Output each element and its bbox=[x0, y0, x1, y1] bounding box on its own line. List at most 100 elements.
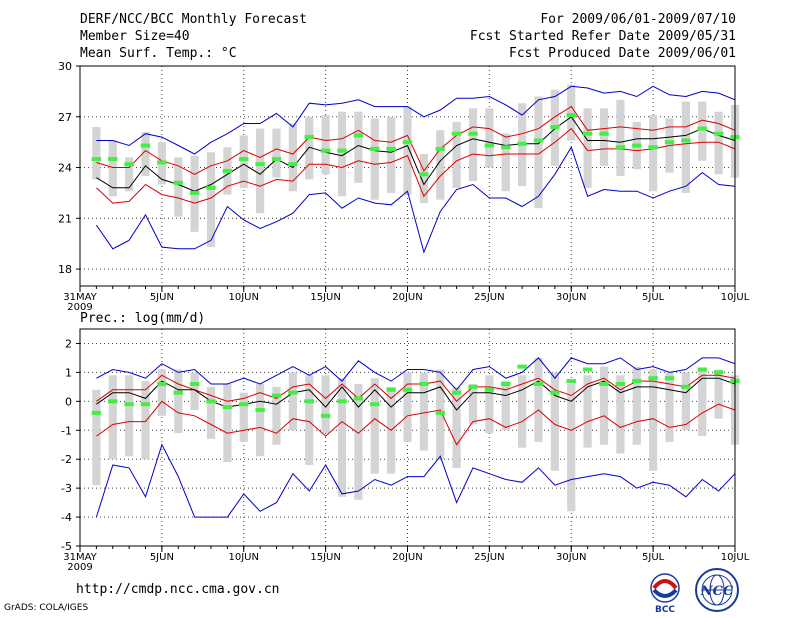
ensemble-box bbox=[141, 132, 150, 176]
median-mark bbox=[239, 157, 249, 162]
ensemble-box bbox=[190, 372, 199, 411]
ensemble-box bbox=[370, 378, 379, 474]
x-tick-label: 31MAY bbox=[63, 552, 97, 563]
median-mark bbox=[124, 162, 134, 167]
median-mark bbox=[370, 146, 380, 151]
ensemble-box bbox=[370, 118, 379, 200]
x-tick-label: 5JUL bbox=[642, 292, 665, 303]
ensemble-box bbox=[550, 372, 559, 471]
y-tick-label: -4 bbox=[61, 511, 72, 524]
median-mark bbox=[304, 399, 314, 404]
ensemble-box bbox=[518, 375, 527, 448]
y-tick-label: 0 bbox=[65, 395, 72, 408]
ensemble-box bbox=[403, 372, 412, 442]
x-tick-year: 2009 bbox=[67, 302, 92, 313]
ensemble-box bbox=[141, 381, 150, 460]
median-mark bbox=[550, 390, 560, 395]
x-tick-label: 30JUN bbox=[556, 552, 586, 563]
bcc-logo: BCC bbox=[650, 573, 680, 614]
median-mark bbox=[91, 157, 102, 162]
median-mark bbox=[320, 413, 331, 418]
ensemble-box bbox=[419, 154, 428, 204]
median-mark bbox=[697, 126, 707, 131]
median-mark bbox=[648, 376, 658, 381]
ensemble-box bbox=[468, 383, 478, 425]
median-mark bbox=[566, 113, 576, 118]
median-mark bbox=[615, 381, 626, 386]
ensemble-box bbox=[452, 386, 461, 468]
median-mark bbox=[189, 381, 200, 386]
median-mark bbox=[713, 370, 724, 375]
median-mark bbox=[157, 381, 167, 386]
ensemble-box bbox=[698, 369, 707, 437]
ensemble-box bbox=[501, 381, 510, 431]
x-tick-label: 25JUN bbox=[474, 292, 504, 303]
median-mark bbox=[108, 399, 118, 404]
median-mark bbox=[632, 379, 642, 384]
median-mark bbox=[320, 148, 331, 153]
ensemble-box bbox=[321, 375, 330, 434]
x-tick-label: 15JUN bbox=[310, 292, 340, 303]
x-tick-label: 20JUN bbox=[392, 552, 422, 563]
x-tick-label: 31MAY bbox=[63, 292, 97, 303]
median-mark bbox=[451, 390, 462, 395]
ensemble-box bbox=[681, 372, 690, 431]
median-mark bbox=[419, 381, 429, 386]
ensemble-box bbox=[649, 369, 658, 471]
ensemble-box bbox=[485, 108, 494, 168]
website-url[interactable]: http://cmdp.ncc.cma.gov.cn bbox=[76, 582, 280, 597]
ensemble-box bbox=[616, 99, 625, 176]
member-size: Member Size=40 bbox=[80, 29, 190, 44]
median-mark bbox=[697, 367, 707, 372]
ensemble-box bbox=[272, 386, 281, 445]
x-tick-label: 5JUN bbox=[150, 552, 174, 563]
max-line bbox=[96, 85, 736, 155]
median-mark bbox=[386, 387, 396, 392]
ensemble-box bbox=[714, 369, 723, 419]
x-tick-label: 10JUL bbox=[721, 292, 750, 303]
ensemble-box bbox=[174, 157, 183, 217]
y-tick-label: -2 bbox=[61, 453, 72, 466]
median-mark bbox=[451, 131, 462, 136]
median-mark bbox=[337, 399, 347, 404]
variable-label: Mean Surf. Temp.: °C bbox=[80, 46, 237, 61]
median-mark bbox=[222, 405, 233, 410]
median-mark bbox=[713, 131, 724, 136]
median-mark bbox=[189, 190, 200, 195]
median-mark bbox=[517, 364, 527, 369]
median-mark bbox=[501, 145, 511, 150]
median-mark bbox=[239, 402, 249, 407]
ensemble-box bbox=[534, 357, 543, 442]
median-mark bbox=[206, 185, 216, 190]
ensemble-box bbox=[649, 115, 658, 192]
median-mark bbox=[386, 146, 396, 151]
median-mark bbox=[353, 396, 364, 401]
x-tick-label: 20JUN bbox=[392, 292, 422, 303]
median-mark bbox=[664, 140, 675, 145]
y-tick-label: 2 bbox=[65, 337, 72, 350]
ensemble-box bbox=[288, 372, 297, 431]
ensemble-box bbox=[337, 378, 347, 497]
ensemble-mean-line bbox=[96, 377, 736, 411]
max-line bbox=[96, 357, 736, 391]
median-mark bbox=[353, 133, 364, 138]
median-mark bbox=[271, 393, 282, 398]
ensemble-box bbox=[485, 375, 494, 434]
refer-date: Fcst Started Refer Date 2009/05/31 bbox=[469, 29, 736, 44]
x-tick-label: 30JUN bbox=[556, 292, 586, 303]
y-tick-label: -3 bbox=[61, 482, 72, 495]
ensemble-box bbox=[468, 108, 478, 182]
ensemble-box bbox=[108, 140, 117, 197]
ensemble-box bbox=[681, 101, 690, 193]
ensemble-box bbox=[223, 383, 232, 463]
median-mark bbox=[599, 381, 609, 386]
y-tick-label: 24 bbox=[58, 162, 72, 175]
y-tick-label: -5 bbox=[61, 540, 72, 553]
ensemble-box bbox=[714, 111, 723, 175]
median-mark bbox=[484, 387, 495, 392]
x-tick-label: 5JUN bbox=[150, 292, 174, 303]
ensemble-box bbox=[436, 130, 445, 200]
ensemble-box bbox=[599, 108, 609, 166]
